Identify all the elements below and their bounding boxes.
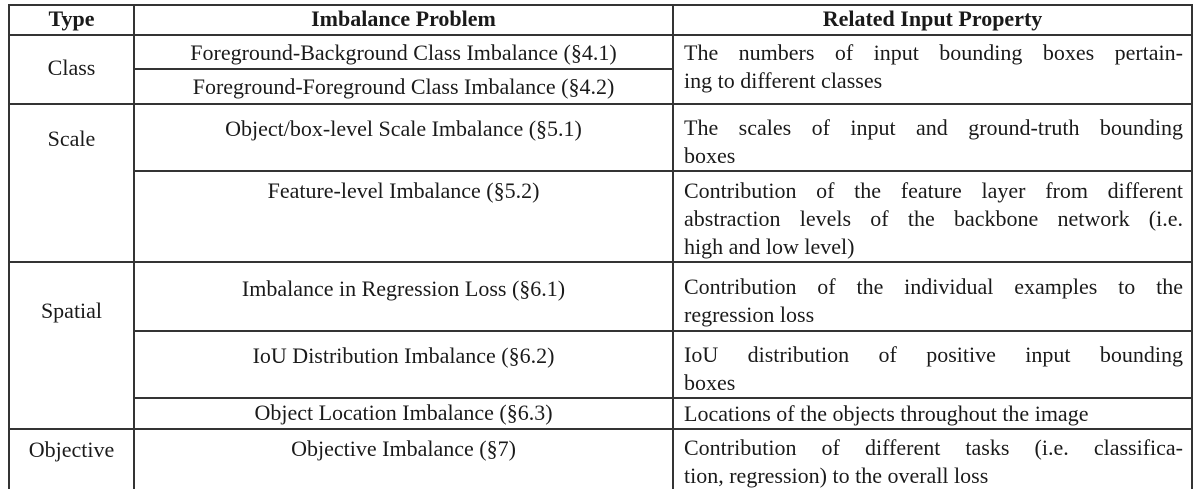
property-cell-class: The numbers of input bounding boxes pert… xyxy=(672,34,1193,105)
table-row: Feature-level Imbalance (§5.2) Contribut… xyxy=(9,170,1193,263)
table-row: IoU Distribution Imbalance (§6.2) IoU di… xyxy=(9,330,1193,399)
type-cell-objective: Objective xyxy=(8,428,135,489)
imbalance-problems-table: Type Imbalance Problem Related Input Pro… xyxy=(8,4,1193,489)
col-header-type: Type xyxy=(8,4,135,36)
type-cell-spatial: Spatial xyxy=(8,261,135,430)
property-line: regression loss xyxy=(684,302,815,327)
problem-cell-fg-fg-class-imbalance: Foreground-Foreground Class Imbalance (§… xyxy=(133,68,674,105)
property-line: Contribution of the individual examples … xyxy=(684,274,1183,299)
property-cell-spatial-1: Contribution of the individual examples … xyxy=(672,261,1193,332)
problem-cell-fg-bg-class-imbalance: Foreground-Background Class Imbalance (§… xyxy=(133,34,674,70)
property-line: Contribution of the feature layer from d… xyxy=(684,178,1183,203)
property-line: Contribution of different tasks (i.e. cl… xyxy=(684,435,1183,460)
problem-cell-objective-imbalance: Objective Imbalance (§7) xyxy=(133,428,674,489)
property-line: The scales of input and ground-truth bou… xyxy=(684,115,1183,140)
col-header-related-input-property: Related Input Property xyxy=(672,4,1193,36)
property-cell-spatial-2: IoU distribution of positive input bound… xyxy=(672,330,1193,399)
property-line: IoU distribution of positive input bound… xyxy=(684,342,1183,367)
property-line: Locations of the objects throughout the … xyxy=(684,401,1089,426)
table-row: Foreground-Foreground Class Imbalance (§… xyxy=(9,68,1192,105)
property-line: ing to different classes xyxy=(684,68,883,93)
problem-cell-object-location-imbalance: Object Location Imbalance (§6.3) xyxy=(133,397,674,430)
property-cell-objective: Contribution of different tasks (i.e. cl… xyxy=(672,428,1193,489)
property-cell-spatial-3: Locations of the objects throughout the … xyxy=(672,397,1193,430)
table-row: Scale Object/box-level Scale Imbalance (… xyxy=(8,103,1193,263)
table-row: Spatial Imbalance in Regression Loss (§6… xyxy=(8,261,1193,430)
type-cell-scale: Scale xyxy=(8,103,135,263)
table-row: Object Location Imbalance (§6.3) Locatio… xyxy=(9,397,1193,430)
table-row: Class Foreground-Background Class Imbala… xyxy=(8,34,1193,105)
property-line: boxes xyxy=(684,370,736,395)
property-line: boxes xyxy=(684,143,736,168)
property-line: abstraction levels of the backbone netwo… xyxy=(684,206,1183,231)
problem-cell-iou-distribution-imbalance: IoU Distribution Imbalance (§6.2) xyxy=(133,330,674,399)
property-line: tion, regression) to the overall loss xyxy=(684,463,989,488)
property-cell-scale-1: The scales of input and ground-truth bou… xyxy=(672,103,1193,172)
problem-cell-feature-level-imbalance: Feature-level Imbalance (§5.2) xyxy=(133,170,674,263)
property-cell-scale-2: Contribution of the feature layer from d… xyxy=(672,170,1193,263)
type-cell-class: Class xyxy=(8,34,135,105)
table-row: Objective Objective Imbalance (§7) Contr… xyxy=(8,428,1193,489)
header-row: Type Imbalance Problem Related Input Pro… xyxy=(8,4,1193,36)
property-line: The numbers of input bounding boxes pert… xyxy=(684,40,1183,65)
col-header-imbalance-problem: Imbalance Problem xyxy=(133,4,674,36)
problem-cell-imbalance-in-regression-loss: Imbalance in Regression Loss (§6.1) xyxy=(133,261,674,332)
problem-cell-object-box-level-scale-imbalance: Object/box-level Scale Imbalance (§5.1) xyxy=(133,103,674,172)
property-line: high and low level) xyxy=(684,234,855,259)
